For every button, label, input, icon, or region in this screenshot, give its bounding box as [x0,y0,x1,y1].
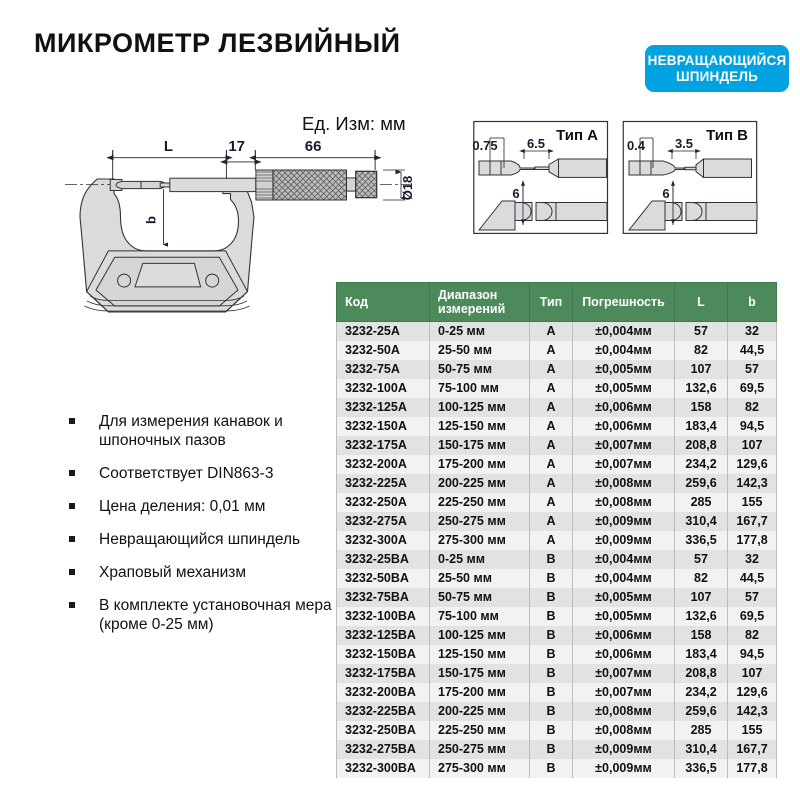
svg-text:3.5: 3.5 [675,136,693,151]
svg-text:0.75: 0.75 [472,138,497,153]
svg-text:6: 6 [512,186,519,201]
svg-text:Тип A: Тип A [556,127,598,144]
svg-text:Тип B: Тип B [706,127,748,144]
svg-text:6: 6 [662,186,669,201]
svg-text:6.5: 6.5 [527,136,545,151]
svg-text:0.4: 0.4 [627,138,646,153]
